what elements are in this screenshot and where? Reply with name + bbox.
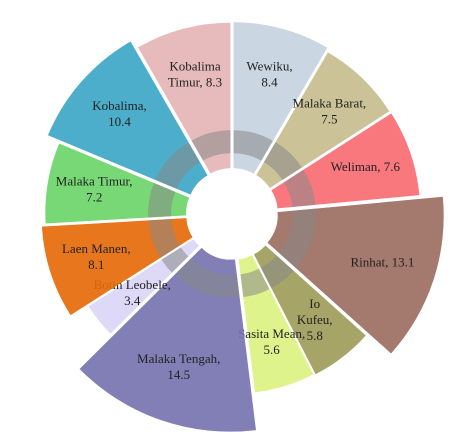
inner-band	[240, 268, 270, 298]
data-label-line: Laen Manen,	[62, 241, 131, 256]
data-label-line: Timur, 8.3	[168, 75, 222, 90]
data-label: Laen Manen, 8.1	[62, 241, 131, 272]
data-label-line: Io	[309, 296, 320, 311]
inner-band	[278, 208, 316, 268]
data-label-line: Weliman, 7.6	[331, 159, 401, 174]
data-label-line: 14.5	[167, 367, 190, 382]
data-label-line: 7.2	[86, 190, 102, 205]
data-label-line: Sasita Mean,	[238, 326, 305, 341]
data-label: Malaka Timur, 7.2	[56, 174, 133, 205]
data-label: Rinhat, 13.1	[350, 255, 414, 270]
inner-band	[233, 130, 273, 161]
data-label: Sasita Mean, 5.6	[238, 326, 305, 357]
data-label-line: 8.4	[261, 74, 278, 89]
data-label: Kobalima, 10.4	[92, 98, 147, 129]
data-label-line: Kobalima,	[92, 98, 147, 113]
inner-band	[263, 142, 302, 180]
data-label-line: Malaka Timur,	[56, 174, 133, 189]
inner-band	[174, 258, 240, 298]
inner-band	[161, 247, 189, 273]
inner-band	[148, 219, 180, 258]
data-label-line: Wewiku,	[246, 58, 292, 73]
data-label-line: Kobalima	[169, 59, 220, 74]
inner-band	[260, 255, 294, 289]
inner-band	[283, 169, 316, 207]
inner-band	[191, 130, 231, 161]
data-label-line: 3.4	[124, 293, 141, 308]
data-label-line: 7.5	[321, 111, 337, 126]
data-label: Wewiku, 8.4	[246, 58, 292, 89]
data-label: Malaka Tengah, 14.5	[137, 351, 220, 382]
data-label: Kobalima Timur, 8.3	[168, 59, 222, 90]
data-label: Io Kufeu, 5.8	[297, 296, 333, 343]
data-label-line: Kufeu,	[297, 312, 333, 327]
data-label-line: Rinhat, 13.1	[350, 255, 414, 270]
data-label-line: Malaka Barat,	[293, 95, 367, 110]
data-label: Malaka Barat, 7.5	[293, 95, 367, 126]
sector	[47, 41, 208, 195]
data-label-line: 5.6	[264, 342, 281, 357]
data-label-line: 10.4	[108, 114, 131, 129]
data-label: Weliman, 7.6	[331, 159, 401, 174]
data-label-line: 5.8	[307, 328, 323, 343]
inner-band	[148, 183, 176, 218]
data-label-line: Malaka Tengah,	[137, 351, 220, 366]
inner-band	[155, 142, 201, 189]
data-label-line: 8.1	[88, 257, 104, 272]
